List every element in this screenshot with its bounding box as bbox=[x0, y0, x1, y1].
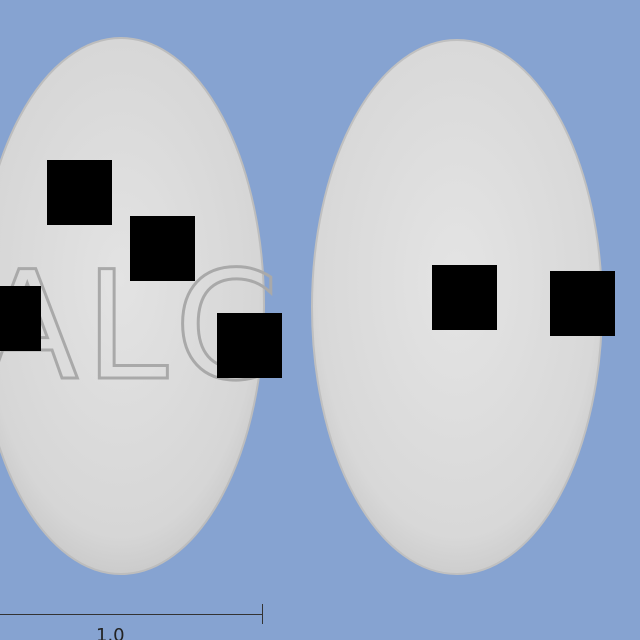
scale-bar-label: 1.0 bbox=[96, 625, 125, 640]
redaction-box bbox=[130, 216, 195, 281]
redaction-box bbox=[432, 265, 497, 330]
scale-bar-line bbox=[0, 614, 263, 615]
redaction-box bbox=[0, 286, 41, 351]
redaction-box bbox=[217, 313, 282, 378]
scale-bar-end-tick bbox=[262, 604, 263, 624]
redaction-box bbox=[47, 160, 112, 225]
scale-bar bbox=[0, 604, 264, 624]
redaction-box bbox=[550, 271, 615, 336]
